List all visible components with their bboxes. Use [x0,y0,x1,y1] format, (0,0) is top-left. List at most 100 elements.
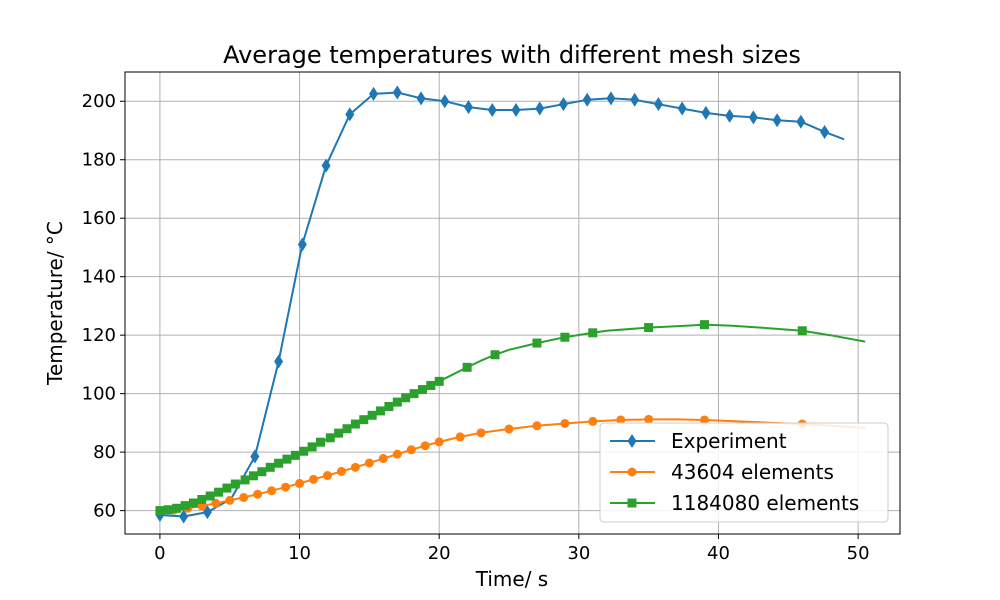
data-point [321,158,331,173]
x-tick-label: 30 [567,543,590,564]
data-point [239,492,249,502]
data-point [588,416,598,426]
data-point [558,97,568,112]
series-2 [155,414,866,516]
data-point [274,354,284,369]
x-tick-label: 0 [154,543,165,564]
data-point [417,385,427,395]
data-point [345,107,355,122]
data-point [309,474,319,484]
data-point [253,489,263,499]
legend-marker [627,498,637,508]
data-point [376,406,386,416]
data-point [350,419,360,429]
data-point [532,338,542,348]
data-point [616,415,626,425]
data-point [416,91,426,106]
data-point [490,350,500,360]
legend-box [599,422,889,523]
data-point [378,454,388,464]
data-point [364,458,374,468]
data-point [179,509,189,524]
data-point [322,471,332,481]
data-point [582,92,592,107]
series-layer [155,85,866,524]
chart-title: Average temperatures with different mesh… [223,41,801,69]
data-point [392,85,402,100]
data-point [202,505,212,520]
data-point [334,428,344,438]
data-point [230,479,240,489]
data-point [172,503,182,513]
data-point [644,414,654,424]
data-point [295,478,305,488]
data-point [197,494,207,504]
data-point [820,124,830,139]
data-point [560,418,570,428]
series-3 [155,320,866,516]
data-point [384,402,394,412]
data-point [369,86,379,101]
data-point [240,475,250,485]
data-point [188,498,198,508]
data-point [267,486,277,496]
data-point [511,103,521,118]
data-point [406,445,416,455]
data-point [359,415,369,425]
data-point [274,458,284,468]
data-point [409,389,419,399]
legend-item: 43604 elements [610,460,834,484]
legend: Experiment 43604 elements 1184080 elements [599,422,889,523]
data-point [487,103,497,118]
data-point [677,101,687,116]
legend-item: Experiment [610,429,787,453]
data-point [290,450,300,460]
data-point [307,442,317,452]
legend-marker [627,467,637,477]
y-tick-label: 160 [82,208,116,229]
data-point [560,332,570,342]
data-point [155,506,165,516]
y-tick-label: 80 [93,442,116,463]
data-point [434,437,444,447]
data-point [426,380,436,390]
data-point [336,466,346,476]
x-tick-label: 50 [847,543,870,564]
data-point [342,424,352,434]
data-point [299,446,309,456]
data-point [180,501,190,511]
legend-marker [627,434,637,448]
data-point [797,326,807,336]
data-point [248,471,258,481]
grid [125,72,900,534]
data-point [350,462,360,472]
data-point [748,110,758,125]
data-point [392,397,402,407]
data-point [297,237,307,252]
legend-item: 1184080 elements [610,491,859,515]
legend-label: Experiment [671,429,787,453]
ticks: 0 10 20 30 40 50 60 80 100 120 140 160 180 200 [82,91,870,564]
data-point [535,101,545,116]
x-tick-label: 40 [707,543,730,564]
data-point [211,498,221,508]
data-point [455,432,465,442]
data-point [464,100,474,115]
data-point [772,113,782,128]
data-point [392,449,402,459]
data-point [315,437,325,447]
y-tick-label: 100 [82,384,116,405]
plot-frame [124,71,901,535]
data-point [701,105,711,120]
data-point [796,114,806,129]
data-point [205,491,215,501]
data-point [725,108,735,123]
data-point [532,421,542,431]
x-axis-label: Time/ s [475,567,548,591]
data-point [282,454,292,464]
y-axis-label: Temperature/ °C [43,221,67,386]
data-point [462,362,472,372]
legend-label: 43604 elements [671,460,834,484]
data-point [630,92,640,107]
y-tick-label: 180 [82,150,116,171]
